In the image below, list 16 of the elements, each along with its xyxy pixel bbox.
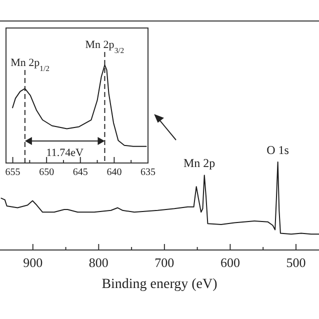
x-tick-label: 645 [72, 167, 88, 178]
ref-line-label: Mn 2p$_{1/2}$ [10, 57, 50, 72]
x-tick-label: 635 [140, 167, 156, 178]
x-tick-label: 655 [5, 167, 20, 178]
annotation: O 1s [266, 143, 290, 157]
x-tick-label: 800 [88, 255, 108, 270]
x-tick-label: 640 [106, 167, 122, 178]
x-tick-label: 500 [286, 255, 306, 270]
x-tick-label: 700 [154, 255, 174, 270]
annotation: 11.74eV [46, 147, 84, 159]
x-tick-label: 650 [39, 167, 54, 178]
ref-line-label: Mn 2p$_{3/2}$ [85, 39, 124, 54]
x-axis-title: Binding energy (eV) [102, 277, 218, 292]
x-tick-label: 900 [23, 255, 43, 270]
annotation: Mn 2p [183, 156, 216, 170]
x-tick-label: 600 [220, 255, 240, 270]
